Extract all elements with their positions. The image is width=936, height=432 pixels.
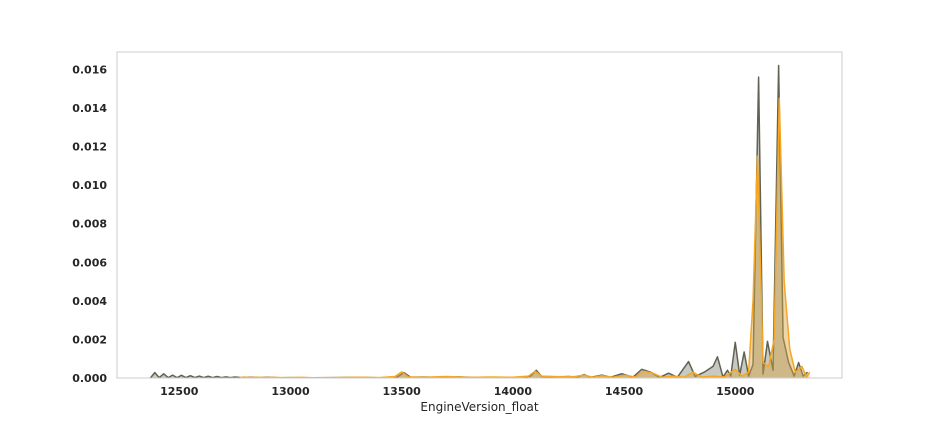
y-tick-label: 0.012 xyxy=(72,141,107,154)
x-tick-label: 15000 xyxy=(716,385,755,398)
plot-background xyxy=(117,52,842,378)
y-tick-label: 0.014 xyxy=(72,102,107,115)
plot-frame xyxy=(116,51,843,379)
x-tick-label: 12500 xyxy=(160,385,199,398)
y-tick-label: 0.004 xyxy=(72,295,107,308)
y-tick-label: 0.016 xyxy=(72,63,107,76)
x-tick-label: 14500 xyxy=(605,385,644,398)
x-tick-label: 13500 xyxy=(383,385,422,398)
y-tick-label: 0.002 xyxy=(72,333,107,346)
x-axis-ticks: 12500 13000 13500 14000 14500 15000 xyxy=(160,385,755,398)
x-tick-label: 14000 xyxy=(494,385,533,398)
y-tick-label: 0.010 xyxy=(72,179,107,192)
x-tick-label: 13000 xyxy=(271,385,310,398)
y-tick-label: 0.006 xyxy=(72,256,107,269)
y-axis-ticks: 0.000 0.002 0.004 0.006 0.008 0.010 0.012 0.014… xyxy=(72,63,107,385)
y-tick-label: 0.008 xyxy=(72,218,107,231)
series-1-area xyxy=(239,98,810,379)
x-axis-label: EngineVersion_float xyxy=(420,400,539,414)
y-tick-label: 0.000 xyxy=(72,372,107,385)
